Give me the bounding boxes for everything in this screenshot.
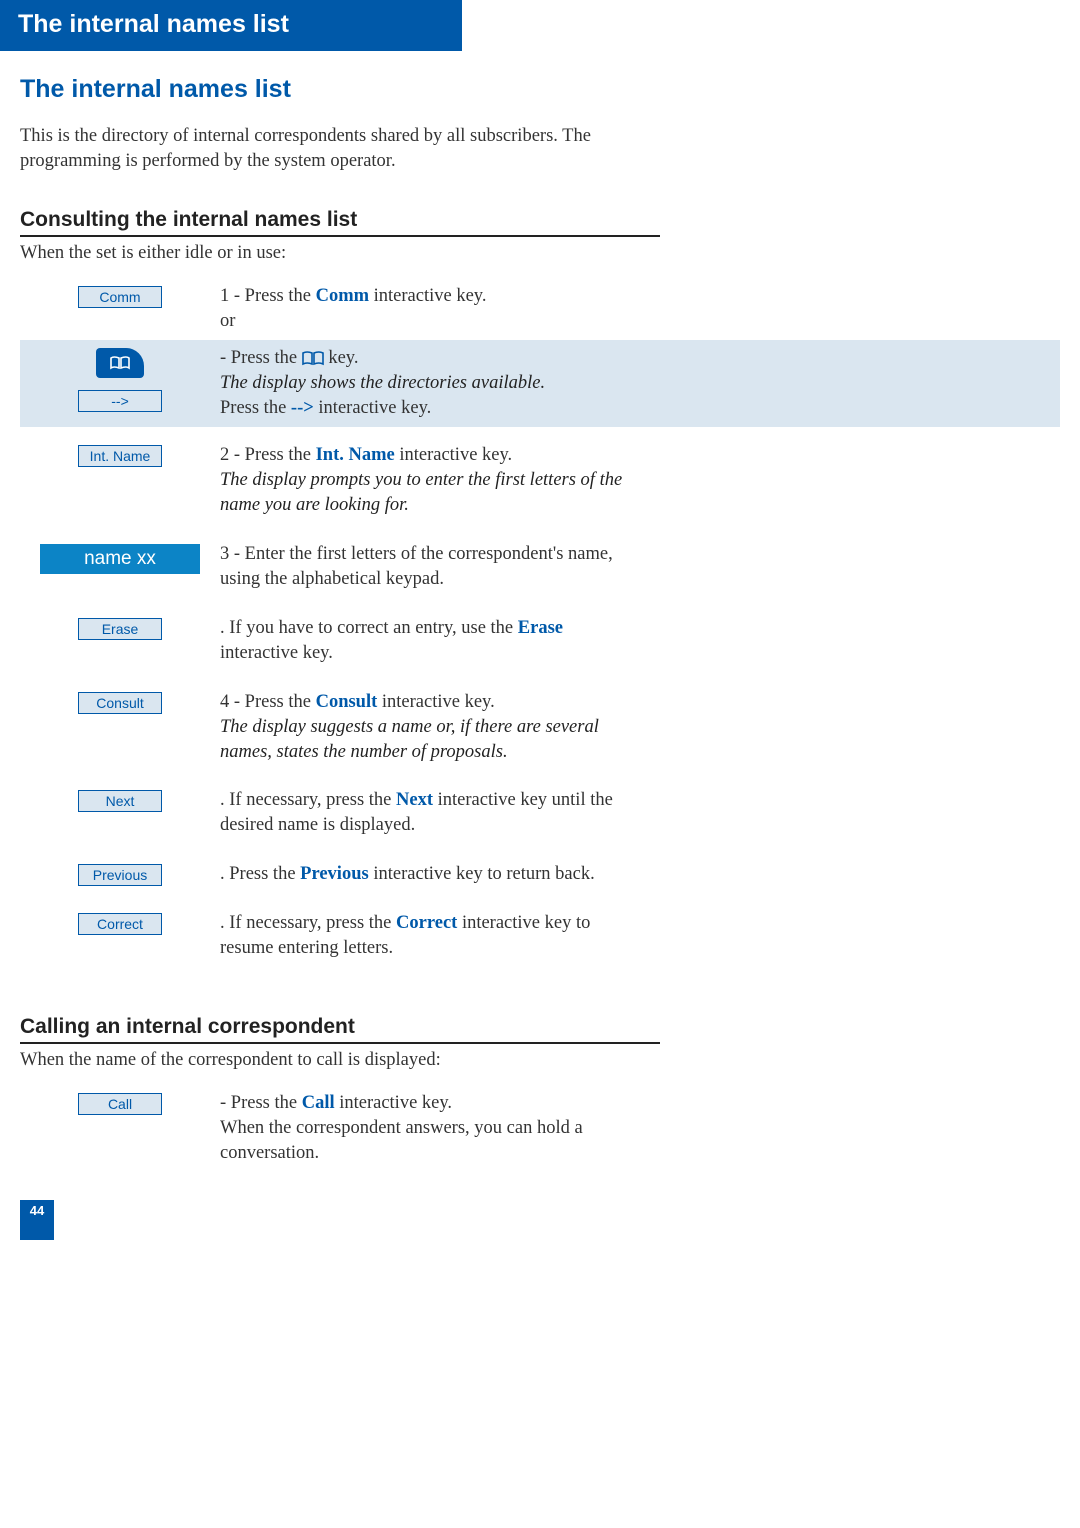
section-heading-consulting: Consulting the internal names list — [20, 208, 660, 237]
next-button[interactable]: Next — [78, 790, 162, 812]
txt: interactive key. — [369, 286, 486, 306]
kw-prev: Previous — [300, 864, 369, 884]
txt: Press the — [220, 398, 291, 418]
txt: . If necessary, press the — [220, 913, 396, 933]
key-col: Comm — [20, 284, 220, 308]
key-col: --> — [20, 346, 220, 412]
book-icon — [302, 351, 324, 366]
txt: interactive key. — [220, 643, 333, 663]
step-row-correct: Correct . If necessary, press the Correc… — [20, 905, 1060, 967]
txt-or: or — [220, 311, 235, 331]
page-title: The internal names list — [20, 75, 1060, 104]
comm-button[interactable]: Comm — [78, 286, 162, 308]
call-button[interactable]: Call — [78, 1093, 162, 1115]
step-row-1b: --> - Press the key. The display shows t… — [20, 340, 1060, 427]
section-sub-calling: When the name of the correspondent to ca… — [20, 1050, 1060, 1071]
txt: interactive key. — [377, 692, 494, 712]
book-icon — [110, 356, 130, 370]
step-row-4: Consult 4 - Press the Consult interactiv… — [20, 684, 1060, 771]
step-row-call: Call - Press the Call interactive key. W… — [20, 1085, 1060, 1172]
correct-button[interactable]: Correct — [78, 913, 162, 935]
section-sub-consulting: When the set is either idle or in use: — [20, 243, 1060, 264]
ital: The display prompts you to enter the fir… — [220, 470, 622, 515]
ital: The display shows the directories availa… — [220, 373, 545, 393]
kw-consult: Consult — [316, 692, 378, 712]
key-col: Next — [20, 788, 220, 812]
int-name-button[interactable]: Int. Name — [78, 445, 162, 467]
txt: interactive key to return back. — [369, 864, 595, 884]
txt: interactive key. — [314, 398, 431, 418]
step-text: 1 - Press the Comm interactive key. or — [220, 284, 660, 334]
step-text: . If necessary, press the Next interacti… — [220, 788, 660, 838]
txt: key. — [324, 348, 359, 368]
step-text: 4 - Press the Consult interactive key. T… — [220, 690, 660, 765]
step-text: - Press the Call interactive key. When t… — [220, 1091, 660, 1166]
page-number: 44 — [20, 1200, 54, 1240]
txt: When the correspondent answers, you can … — [220, 1118, 583, 1163]
step-row-1: Comm 1 - Press the Comm interactive key.… — [20, 278, 1060, 340]
kw-intname: Int. Name — [316, 445, 395, 465]
txt: - Press the — [220, 1093, 302, 1113]
step-text: - Press the key. The display shows the d… — [220, 346, 660, 421]
txt: 3 - Enter the first letters of the corre… — [220, 544, 613, 589]
step-row-2: Int. Name 2 - Press the Int. Name intera… — [20, 437, 1060, 524]
txt: - Press the — [220, 348, 302, 368]
consult-button[interactable]: Consult — [78, 692, 162, 714]
erase-button[interactable]: Erase — [78, 618, 162, 640]
key-col: Previous — [20, 862, 220, 886]
kw-arrow: --> — [291, 398, 314, 418]
header-bar: The internal names list — [0, 0, 462, 51]
directory-key[interactable] — [96, 348, 144, 378]
step-text: 2 - Press the Int. Name interactive key.… — [220, 443, 660, 518]
step-row-next: Next . If necessary, press the Next inte… — [20, 782, 1060, 844]
step-row-erase: Erase . If you have to correct an entry,… — [20, 610, 1060, 672]
header-title: The internal names list — [18, 10, 289, 38]
txt: 1 - Press the — [220, 286, 316, 306]
intro-text: This is the directory of internal corres… — [20, 124, 660, 174]
page-content: The internal names list This is the dire… — [0, 51, 1080, 1240]
kw-correct: Correct — [396, 913, 457, 933]
key-col: Int. Name — [20, 443, 220, 467]
txt: interactive key. — [395, 445, 512, 465]
txt: interactive key. — [335, 1093, 452, 1113]
txt: 4 - Press the — [220, 692, 316, 712]
kw-comm: Comm — [316, 286, 369, 306]
key-col: name xx — [20, 542, 220, 574]
txt: . Press the — [220, 864, 300, 884]
key-col: Call — [20, 1091, 220, 1115]
arrow-button[interactable]: --> — [78, 390, 162, 412]
section-heading-calling: Calling an internal correspondent — [20, 1015, 660, 1044]
step-text: 3 - Enter the first letters of the corre… — [220, 542, 660, 592]
txt: . If you have to correct an entry, use t… — [220, 618, 518, 638]
step-row-prev: Previous . Press the Previous interactiv… — [20, 856, 1060, 893]
key-col: Erase — [20, 616, 220, 640]
step-row-3: name xx 3 - Enter the first letters of t… — [20, 536, 1060, 598]
step-text: . If you have to correct an entry, use t… — [220, 616, 660, 666]
txt: . If necessary, press the — [220, 790, 396, 810]
kw-call: Call — [302, 1093, 335, 1113]
display-text: name xx — [40, 544, 200, 574]
txt: 2 - Press the — [220, 445, 316, 465]
kw-next: Next — [396, 790, 433, 810]
key-col: Correct — [20, 911, 220, 935]
key-col: Consult — [20, 690, 220, 714]
previous-button[interactable]: Previous — [78, 864, 162, 886]
step-text: . If necessary, press the Correct intera… — [220, 911, 660, 961]
step-text: . Press the Previous interactive key to … — [220, 862, 660, 887]
kw-erase: Erase — [518, 618, 563, 638]
ital: The display suggests a name or, if there… — [220, 717, 599, 762]
